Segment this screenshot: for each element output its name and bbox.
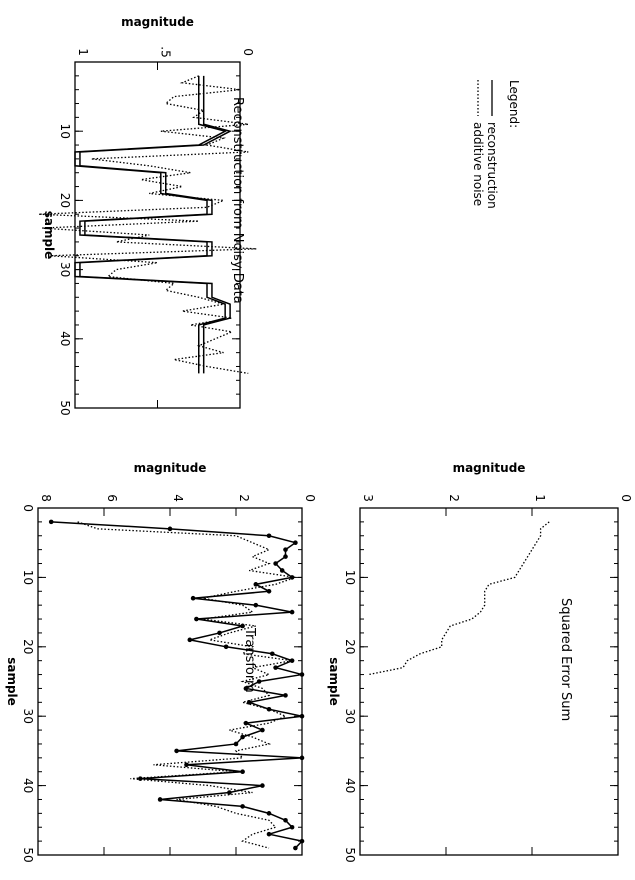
data-point: [240, 734, 245, 740]
legend: Legend: reconstruction additive noise: [471, 80, 521, 209]
data-point: [227, 790, 232, 795]
data-point: [233, 741, 239, 747]
data-point: [253, 602, 259, 608]
data-point: [217, 630, 222, 636]
x-axis-label: sample: [327, 657, 341, 706]
y-tick-label: 0: [619, 494, 633, 502]
y-axis-label: magnitude: [121, 15, 194, 29]
data-point: [289, 658, 295, 663]
y-tick-label: 2: [237, 494, 251, 502]
data-point: [266, 533, 272, 539]
data-point: [289, 575, 295, 580]
data-point: [240, 623, 245, 629]
data-point: [293, 845, 298, 851]
y-tick-label: 2: [447, 494, 461, 502]
y-tick-label: 6: [105, 494, 119, 502]
x-tick-label: 50: [21, 847, 35, 862]
panel-reconstruction: 10 20 30 40 50 0 .5 1 magnitude sample Reconstruct…: [38, 15, 257, 416]
x-axis-label: sample: [5, 657, 19, 706]
data-point: [283, 554, 288, 559]
series-line-additive-noise: [38, 75, 257, 375]
x-tick-label: 50: [343, 847, 357, 862]
series-line-transform-noisy: [77, 521, 296, 849]
data-point: [174, 748, 179, 754]
data-point: [223, 644, 229, 650]
data-point: [283, 818, 288, 823]
x-tick-label: 30: [343, 709, 357, 724]
y-tick-label: 8: [39, 494, 53, 502]
x-tick-label: 10: [58, 124, 72, 139]
legend-reconstruction-label: reconstruction: [485, 122, 499, 209]
plot-frame-squared-error: [359, 507, 619, 856]
y-tick-label: 0: [303, 494, 317, 502]
x-tick-label: 30: [58, 262, 72, 277]
data-point: [256, 679, 262, 684]
x-tick-label: 40: [21, 778, 35, 793]
data-point: [299, 755, 305, 761]
data-point: [157, 797, 163, 802]
data-point: [266, 588, 272, 594]
data-point: [273, 561, 278, 566]
data-point: [283, 693, 288, 698]
data-point: [190, 595, 196, 601]
series-line-squared-error: [368, 521, 550, 676]
panel-title: Transform: [242, 627, 257, 693]
data-point: [293, 540, 298, 545]
data-point: [266, 811, 272, 816]
data-point: [266, 831, 272, 837]
y-tick-label: 1: [533, 494, 547, 502]
legend-noise-label: additive noise: [471, 122, 485, 206]
x-tick-label: 20: [343, 639, 357, 654]
data-point: [240, 769, 245, 775]
panel-squared-error: 10 20 30 40 50 0 1 2 3 magnitude sample Squared Err…: [327, 461, 633, 863]
x-tick-label: 50: [58, 400, 72, 415]
data-point: [253, 582, 259, 587]
data-point: [240, 804, 245, 809]
legend-title: Legend:: [507, 80, 521, 128]
x-axis-label: sample: [42, 211, 56, 260]
y-tick-label: 3: [361, 494, 375, 502]
x-tick-label: 10: [21, 570, 35, 585]
data-point: [270, 651, 275, 657]
data-point: [187, 637, 193, 643]
x-tick-label: 30: [21, 709, 35, 724]
data-point: [167, 526, 173, 532]
y-axis-label: magnitude: [134, 461, 207, 475]
data-point: [243, 686, 249, 691]
series-line-reconstruction-band: [74, 75, 228, 374]
x-tick-label: 20: [21, 639, 35, 654]
data-point: [299, 713, 305, 719]
x-tick-label: 40: [343, 778, 357, 793]
panel-title: Squared Error Sum: [558, 598, 573, 721]
data-point: [184, 762, 189, 768]
panel-transform: 0 10 20 30 40 50 0 2 4 6 8 magnitude sample Transform: [5, 461, 317, 863]
y-tick-label: 1: [76, 48, 90, 56]
x-tick-label: 0: [21, 504, 35, 512]
data-point: [283, 547, 288, 552]
data-point: [299, 838, 305, 844]
data-point: [260, 783, 265, 788]
data-point: [273, 665, 278, 670]
data-point: [289, 824, 295, 830]
data-point: [48, 519, 54, 525]
data-point: [243, 720, 249, 726]
x-tick-label: 20: [58, 193, 72, 208]
data-point: [299, 672, 305, 677]
y-tick-label: 4: [171, 494, 185, 502]
x-tick-label: 10: [343, 570, 357, 585]
data-point: [260, 727, 265, 733]
data-point: [194, 616, 199, 622]
y-tick-label: 0: [241, 48, 255, 56]
panel-title: Reconstruction from Noisy Data: [230, 97, 245, 304]
data-point: [279, 568, 285, 573]
x-tick-label: 40: [58, 331, 72, 346]
data-point: [289, 609, 295, 615]
y-tick-label: .5: [159, 46, 173, 57]
y-axis-label: magnitude: [453, 461, 526, 475]
